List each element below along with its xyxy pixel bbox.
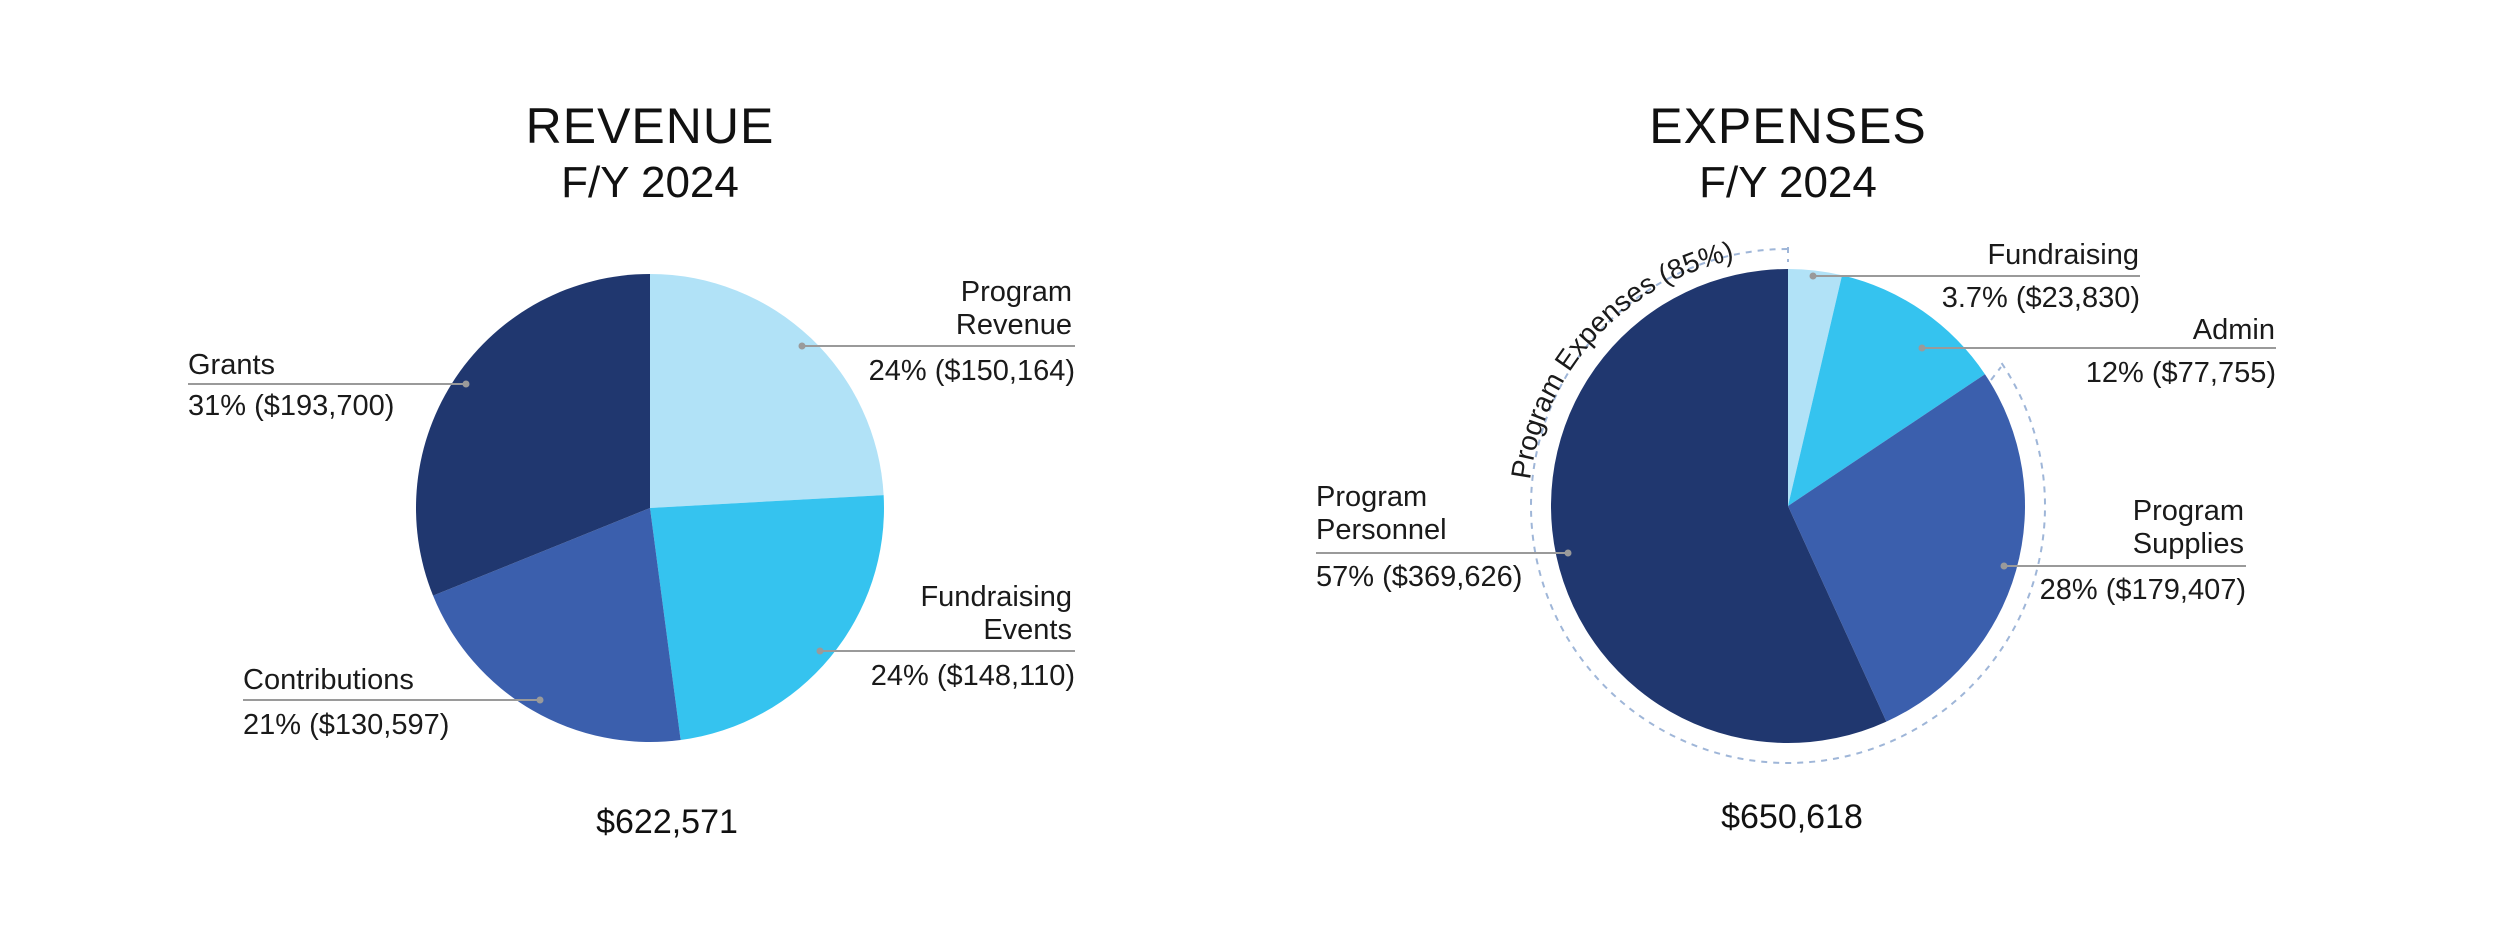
revenue-value-label: 21% ($130,597) bbox=[243, 709, 449, 741]
leader-dot bbox=[798, 342, 806, 350]
revenue-label-line-1: Contributions bbox=[243, 664, 414, 696]
leader-dot bbox=[816, 647, 824, 655]
expenses-label-line-1: Program bbox=[1316, 481, 1427, 513]
revenue-label-fundraising-events: Fundraising Events 24% ($148,110) bbox=[816, 581, 1075, 692]
revenue-value-label: 24% ($148,110) bbox=[871, 660, 1075, 692]
expenses-slice-fundraising bbox=[1788, 269, 1843, 506]
revenue-label-program-revenue: Program Revenue 24% ($150,164) bbox=[798, 276, 1075, 387]
expenses-label-line-2: Personnel bbox=[1316, 514, 1447, 546]
revenue-title: REVENUE bbox=[526, 98, 775, 154]
revenue-slice-contributions bbox=[433, 508, 681, 742]
revenue-slice-program-revenue bbox=[650, 274, 884, 508]
revenue-label-line-1: Fundraising bbox=[920, 581, 1072, 613]
expenses-label-line-1: Program bbox=[2133, 495, 2244, 527]
revenue-label-contributions: Contributions 21% ($130,597) bbox=[243, 664, 544, 741]
revenue-pie bbox=[415, 274, 884, 742]
leader-dot bbox=[1918, 344, 1926, 352]
revenue-slice-fundraising-events bbox=[650, 495, 884, 740]
expenses-label-line-2: Supplies bbox=[2133, 528, 2244, 560]
expenses-value-label: 12% ($77,755) bbox=[2086, 357, 2276, 389]
revenue-slice-grants bbox=[415, 274, 650, 596]
revenue-subtitle: F/Y 2024 bbox=[561, 158, 739, 207]
revenue-label-line-2: Events bbox=[983, 614, 1072, 646]
expenses-label-admin: Admin 12% ($77,755) bbox=[1918, 314, 2276, 389]
expenses-label-line-1: Fundraising bbox=[1987, 239, 2139, 271]
leader-dot bbox=[1809, 272, 1817, 280]
revenue-label-line-2: Revenue bbox=[956, 309, 1072, 341]
revenue-value-label: 31% ($193,700) bbox=[188, 390, 394, 422]
expenses-pie bbox=[1550, 269, 2025, 743]
revenue-total: $622,571 bbox=[596, 803, 738, 841]
expenses-chart: EXPENSES F/Y 2024 Program Expenses (85%)… bbox=[1316, 98, 2276, 836]
revenue-chart: REVENUE F/Y 2024 Program Revenue 24% ($1… bbox=[188, 98, 1075, 841]
bracket-tick-right bbox=[1990, 366, 2002, 381]
revenue-label-line-1: Program bbox=[961, 276, 1072, 308]
expenses-label-line-1: Admin bbox=[2193, 314, 2275, 346]
expenses-value-label: 57% ($369,626) bbox=[1316, 561, 1522, 593]
revenue-label-line-1: Grants bbox=[188, 349, 275, 381]
leader-dot bbox=[462, 380, 470, 388]
expenses-subtitle: F/Y 2024 bbox=[1699, 158, 1877, 207]
expenses-value-label: 3.7% ($23,830) bbox=[1942, 282, 2140, 314]
expenses-label-program-personnel: Program Personnel 57% ($369,626) bbox=[1316, 481, 1572, 593]
expenses-label-fundraising: Fundraising 3.7% ($23,830) bbox=[1809, 239, 2140, 314]
revenue-label-grants: Grants 31% ($193,700) bbox=[188, 349, 470, 422]
expenses-slice-program-personnel bbox=[1550, 269, 1887, 743]
leader-dot bbox=[1564, 549, 1572, 557]
expenses-total: $650,618 bbox=[1721, 798, 1863, 836]
leader-dot bbox=[536, 696, 544, 704]
expenses-title: EXPENSES bbox=[1649, 98, 1927, 154]
program-expenses-bracket bbox=[1530, 248, 2046, 764]
expenses-label-program-supplies: Program Supplies 28% ($179,407) bbox=[2000, 495, 2246, 606]
expenses-slice-admin bbox=[1788, 275, 1985, 506]
revenue-value-label: 24% ($150,164) bbox=[869, 355, 1075, 387]
expenses-value-label: 28% ($179,407) bbox=[2040, 574, 2246, 606]
expenses-slice-program-supplies bbox=[1788, 374, 2025, 722]
leader-dot bbox=[2000, 562, 2008, 570]
